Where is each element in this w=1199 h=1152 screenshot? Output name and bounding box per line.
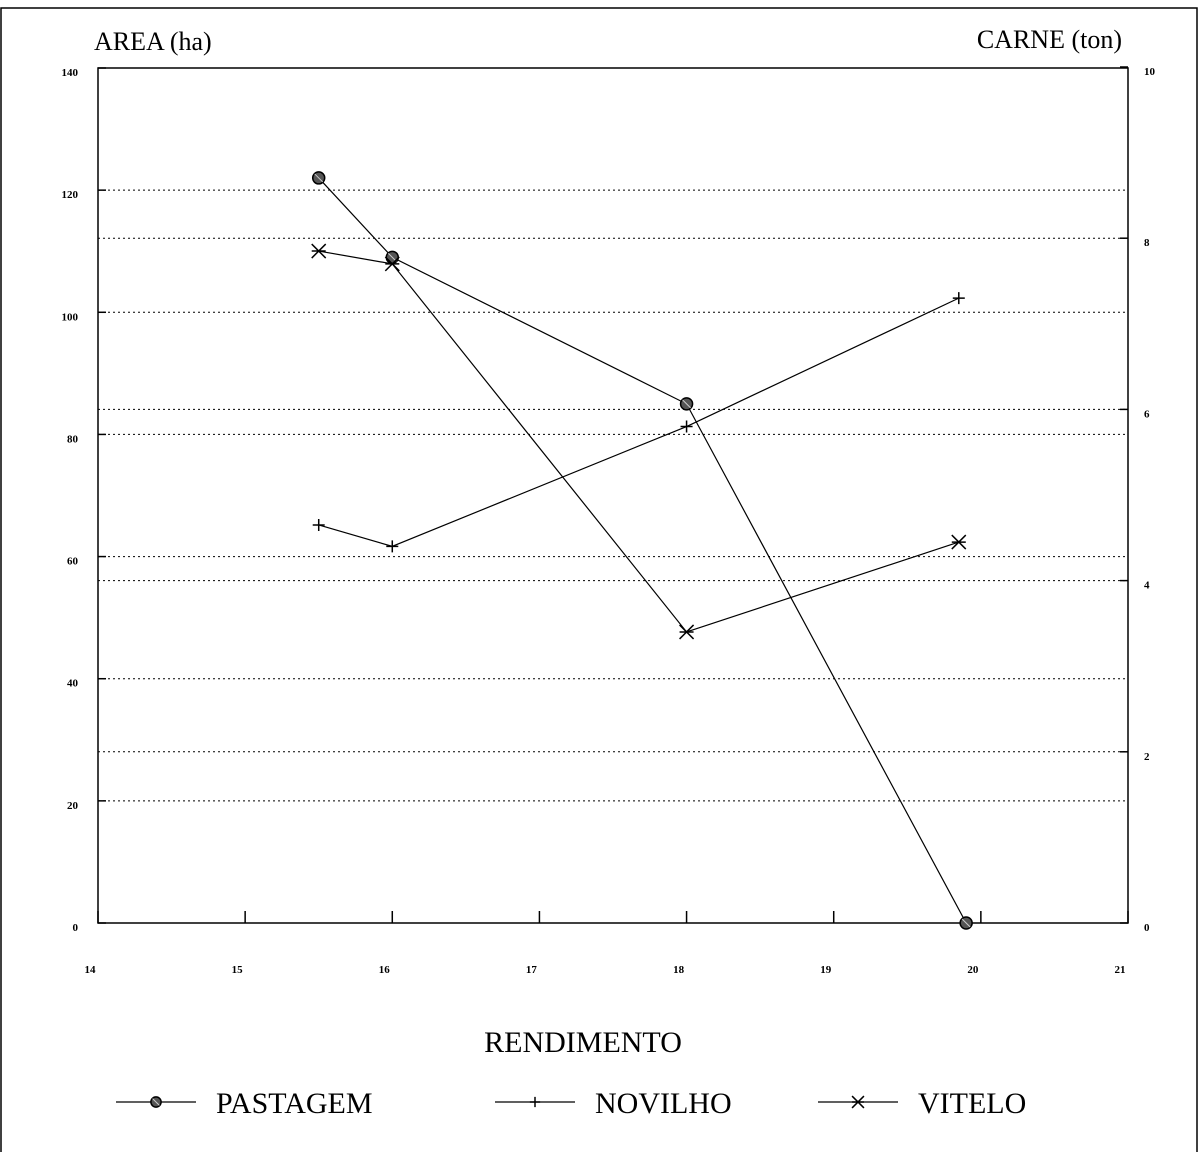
series-pastagem-point-2 [679,397,694,411]
series-vitelo-point-1-shape [384,256,400,272]
left-y-axis: 0 20 40 60 80 100 120 140 [62,67,106,934]
x-tick-label-15: 15 [232,964,244,976]
y-left-tick-label-80: 80 [67,433,79,445]
series-novilho-point-0-shape [312,518,325,531]
legend-pastagem: PASTAGEM [116,1087,373,1120]
x-tick-label-21: 21 [1115,964,1126,976]
legend: PASTAGEM NOVILHO VITELO [116,1087,1026,1120]
series-vitelo-line [318,250,959,633]
series-vitelo-point-0 [311,243,327,259]
series-novilho-point-1-shape [386,540,399,553]
legend-novilho-marker [529,1096,541,1108]
grid-right [98,237,1128,753]
series-pastagem-point-2-hatch [682,399,691,409]
series-vitelo-point-0-shape [311,243,327,259]
series-pastagem-point-3-hatch [961,918,971,928]
x-tick-label-20: 20 [967,964,979,976]
y-left-tick-label-140: 140 [62,67,79,79]
series-vitelo-point-3-shape [951,534,967,550]
series-novilho-point-3 [952,292,965,305]
series-pastagem-point-0 [311,171,326,185]
y-left-tick-label-0: 0 [73,922,79,934]
series-vitelo-point-2 [679,624,695,640]
left-axis-title: AREA (ha) [94,27,212,56]
figure-frame [0,7,1198,1152]
right-axis-title: CARNE (ton) [977,25,1122,54]
legend-pastagem-marker-hatch [152,1098,160,1106]
series-pastagem-line [318,177,967,924]
series-pastagem [311,171,973,930]
y-right-tick-label-2: 2 [1144,751,1150,763]
legend-pastagem-marker [150,1096,162,1108]
y-right-tick-label-6: 6 [1144,408,1150,420]
legend-novilho: NOVILHO [495,1087,732,1120]
legend-novilho-marker-shape [529,1096,541,1108]
series-novilho-point-2 [680,420,693,433]
series-pastagem-point-1-hatch [387,252,397,262]
series-novilho-point-3-shape [952,292,965,305]
series-novilho-line [318,297,960,547]
series-vitelo [311,243,967,640]
x-tick-label-16: 16 [379,964,391,976]
y-left-tick-label-100: 100 [62,311,79,323]
series-vitelo-point-1 [384,256,400,272]
legend-vitelo-marker-shape [851,1095,865,1109]
series-vitelo-point-3 [951,534,967,550]
series-pastagem-point-1 [385,250,400,265]
plot-frame [97,67,1129,924]
right-y-axis: 0 2 4 6 8 10 [1120,66,1156,934]
x-axis-title: RENDIMENTO [484,1026,682,1059]
series-novilho-point-2-shape [680,420,693,433]
x-axis: 14 15 16 17 18 19 20 21 [85,911,1129,976]
series-novilho-point-0 [312,518,325,531]
x-tick-label-18: 18 [673,964,685,976]
legend-vitelo-marker [851,1095,865,1109]
series-novilho-point-1 [386,540,399,553]
y-right-tick-label-0: 0 [1144,922,1150,934]
series-novilho [312,292,965,553]
y-right-tick-label-8: 8 [1144,237,1150,249]
y-left-tick-label-60: 60 [67,556,79,568]
x-tick-label-14: 14 [85,964,97,976]
legend-vitelo: VITELO [818,1087,1026,1120]
y-left-tick-label-40: 40 [67,678,79,690]
y-right-tick-label-10: 10 [1144,66,1156,78]
series-pastagem-point-3 [959,916,973,930]
y-right-tick-label-4: 4 [1144,580,1150,592]
y-left-tick-label-120: 120 [62,189,79,201]
series-vitelo-point-2-shape [679,624,695,640]
legend-vitelo-label: VITELO [918,1087,1026,1120]
legend-novilho-label: NOVILHO [595,1087,732,1120]
series-pastagem-point-0-hatch [314,173,324,183]
y-left-tick-label-20: 20 [67,800,79,812]
legend-pastagem-label: PASTAGEM [216,1087,373,1120]
x-tick-label-17: 17 [526,964,538,976]
series-layer [311,171,973,930]
grid-left [98,189,1128,802]
x-tick-label-19: 19 [820,964,832,976]
